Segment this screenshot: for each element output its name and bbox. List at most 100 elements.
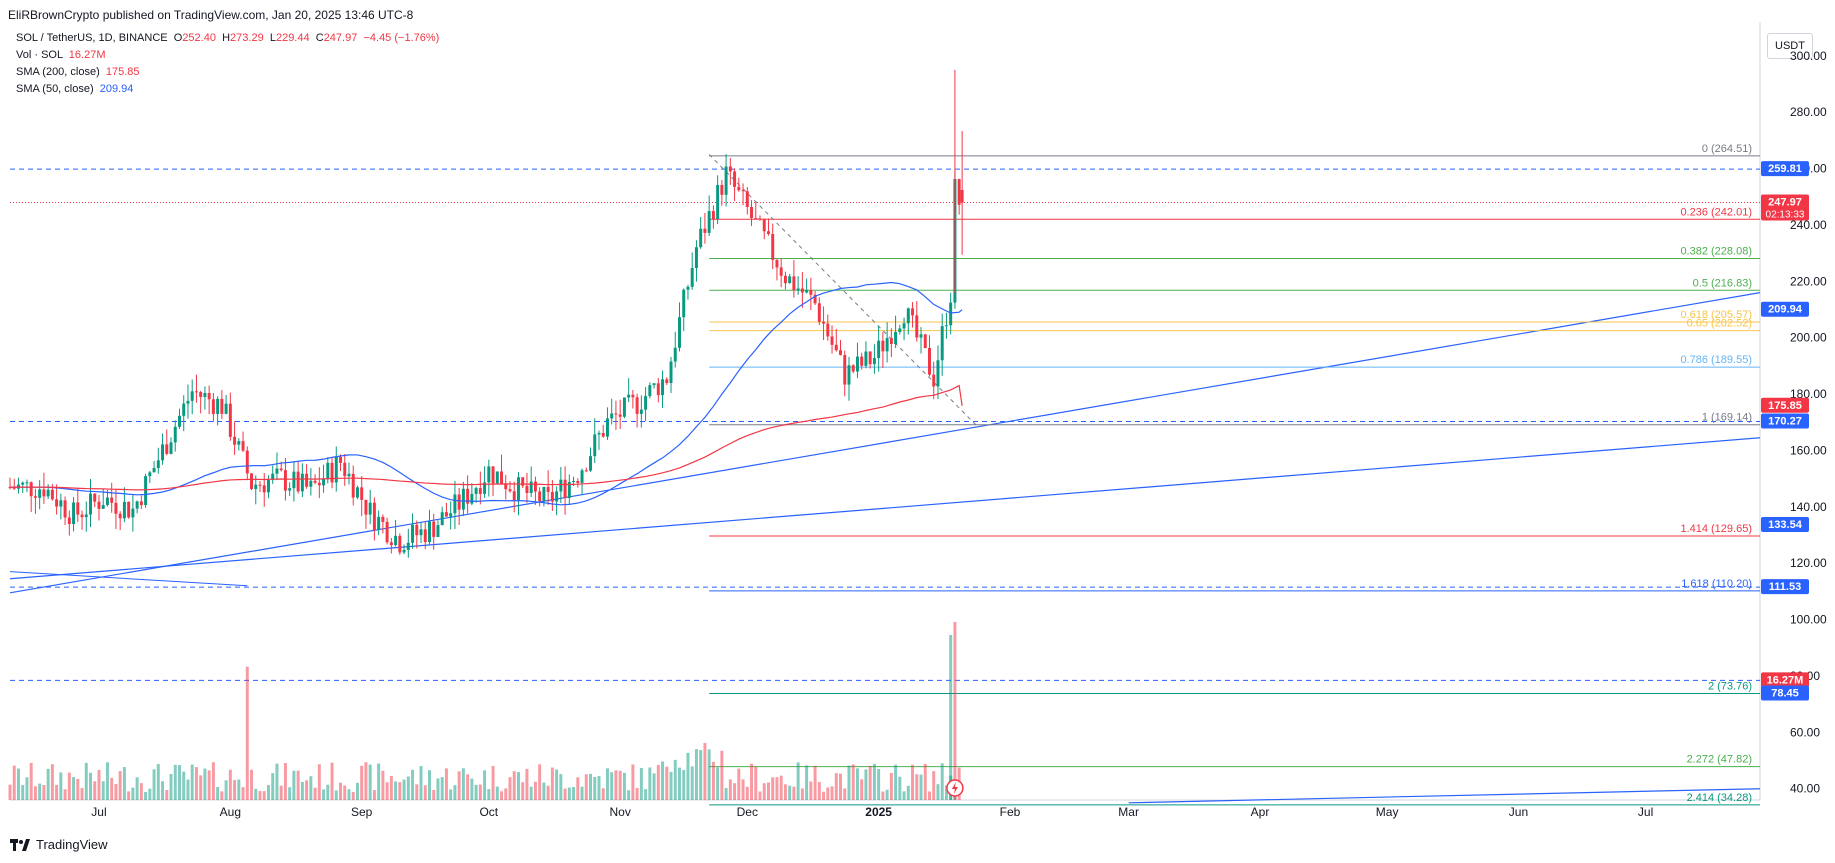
legend-sma50-label[interactable]: SMA (50, close): [16, 83, 94, 95]
candle-body: [394, 535, 398, 546]
volume-bar: [186, 779, 190, 800]
legend-high: 273.29: [230, 32, 264, 44]
candle-body: [508, 489, 512, 492]
candle-body: [813, 294, 817, 304]
volume-bar: [724, 787, 728, 800]
y-tick-label: 280.00: [1790, 105, 1827, 119]
tradingview-brand: TradingView: [10, 837, 108, 852]
volume-bar: [542, 782, 546, 800]
candle-body: [449, 513, 453, 517]
volume-bar: [559, 774, 563, 800]
legend-low: 229.44: [275, 32, 310, 44]
volume-bar: [716, 767, 720, 800]
volume-bar: [877, 768, 881, 800]
candle-body: [271, 473, 275, 481]
legend-sma50: 209.94: [99, 83, 134, 95]
legend-sma200-label[interactable]: SMA (200, close): [16, 66, 100, 78]
candle-body: [919, 334, 923, 338]
volume-bar: [635, 787, 639, 800]
volume-bar: [911, 764, 915, 800]
volume-bar: [758, 791, 762, 800]
candle-body: [504, 484, 508, 490]
candle-body: [872, 358, 876, 365]
price-tag: 175.85: [1761, 397, 1809, 413]
volume-bar: [25, 777, 29, 800]
candle-body: [894, 331, 898, 345]
candle-body: [855, 356, 859, 372]
volume-bar: [127, 791, 131, 800]
candle-body: [864, 351, 868, 366]
volume-bar: [483, 770, 487, 800]
candle-body: [173, 426, 177, 443]
candle-body: [500, 471, 504, 485]
candle-body: [360, 487, 364, 500]
spike-volume-bar: [949, 635, 953, 800]
candle-body: [644, 396, 648, 410]
volume-bar: [233, 780, 237, 800]
candle-body: [161, 444, 165, 461]
price-tag-bg: [1761, 301, 1809, 317]
volume-bar: [830, 786, 834, 800]
candle-body: [50, 489, 54, 500]
candle-body: [491, 466, 495, 484]
x-tick-label: Nov: [609, 805, 630, 819]
volume-bar: [589, 773, 592, 800]
volume-bar: [563, 788, 567, 800]
legend-o-label: O: [173, 32, 183, 44]
volume-bar: [12, 765, 16, 800]
legend-volume-label[interactable]: Vol · SOL: [16, 49, 63, 61]
candle-body: [279, 468, 283, 471]
volume-bar: [372, 790, 376, 800]
volume-bar: [860, 779, 864, 800]
fib-level-label: 0.382 (228.08): [1680, 246, 1752, 258]
candle-body: [877, 340, 881, 359]
volume-bar: [788, 785, 792, 800]
candle-body: [110, 497, 114, 503]
volume-bar: [851, 764, 855, 800]
candle-body: [932, 374, 936, 387]
volume-bar: [402, 779, 406, 800]
volume-bar: [122, 767, 126, 800]
price-tag-bg: [1761, 413, 1809, 429]
candle-body: [114, 502, 118, 514]
price-tag-bg: [1761, 672, 1809, 688]
volume-bar: [33, 786, 37, 800]
volume-bar: [478, 784, 482, 800]
candle-body: [580, 470, 584, 483]
candle-body: [46, 489, 50, 497]
candle-body: [63, 500, 67, 518]
candle-body: [182, 403, 186, 416]
volume-bar: [775, 777, 779, 800]
candle-body: [377, 516, 381, 531]
price-tag-bg: [1761, 517, 1809, 533]
candle-body: [432, 521, 436, 537]
volume-bar: [398, 782, 402, 800]
volume-bar: [826, 787, 830, 800]
candle-body: [483, 482, 487, 494]
volume-bar: [766, 782, 770, 800]
candle-body: [444, 512, 448, 517]
volume-bar: [93, 781, 97, 800]
price-tag: 16.27M: [1761, 672, 1809, 688]
legend-symbol[interactable]: SOL / TetherUS, 1D, BINANCE: [16, 32, 168, 44]
volume-bar: [305, 780, 309, 800]
y-tick-label: 200.00: [1790, 331, 1827, 345]
volume-bar: [275, 763, 279, 800]
volume-bar: [296, 770, 300, 800]
candle-body: [631, 394, 635, 398]
trend-line-short: [9, 571, 248, 587]
volume-bar: [279, 785, 283, 800]
volume-bar: [368, 764, 372, 800]
candle-body: [127, 501, 131, 518]
candle-body: [589, 456, 592, 471]
candle-body: [572, 480, 576, 482]
currency-button[interactable]: USDT: [1767, 33, 1813, 59]
y-tick-label: 100.00: [1790, 613, 1827, 627]
candle-body: [216, 398, 220, 414]
candle-body: [627, 394, 631, 398]
candle-body: [716, 184, 720, 220]
sma200-line: [10, 384, 963, 491]
candle-body: [881, 340, 885, 352]
volume-bar: [868, 766, 872, 800]
